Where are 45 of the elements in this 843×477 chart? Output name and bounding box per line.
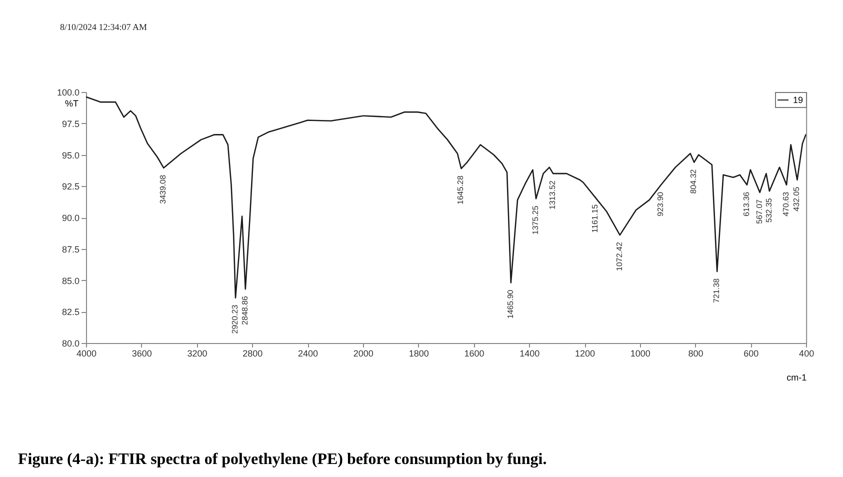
annotation: 532.35 xyxy=(764,197,773,222)
x-tick-label: 1400 xyxy=(519,348,540,358)
annotation: 804.32 xyxy=(688,168,698,194)
x-axis-title: cm-1 xyxy=(786,372,806,382)
annotation: 470.63 xyxy=(781,190,790,216)
y-tick-label: 90.0 xyxy=(61,212,79,222)
x-tick-label: 2800 xyxy=(242,348,262,358)
x-tick-label: 400 xyxy=(798,348,814,358)
annotation: 1465.90 xyxy=(505,288,514,318)
x-tick-label: 1600 xyxy=(464,348,484,358)
x-tick-label: 4000 xyxy=(76,348,96,358)
legend-label: 19 xyxy=(792,94,803,104)
y-tick-label: 97.5 xyxy=(61,118,79,128)
y-tick-label: 82.5 xyxy=(61,306,79,317)
y-tick-label: 85.0 xyxy=(61,275,79,286)
x-tick-label: 1800 xyxy=(408,348,428,358)
annotation: 432.05 xyxy=(792,186,801,211)
annotation: 613.36 xyxy=(741,190,750,216)
x-tick-label: 2400 xyxy=(298,348,318,358)
x-tick-label: 3200 xyxy=(186,348,207,358)
annotation: 3439.08 xyxy=(158,174,168,204)
x-tick-label: 800 xyxy=(688,348,703,358)
x-tick-label: 1000 xyxy=(630,348,650,358)
y-tick-label: 80.0 xyxy=(61,338,79,348)
annotation: 2920.23 xyxy=(230,304,240,334)
annotation: 567.07 xyxy=(754,198,764,224)
text: 8/10/2024 12:34:07 AM xyxy=(60,22,148,32)
annotation: 1645.28 xyxy=(456,174,465,204)
y-tick-label: 100.0 xyxy=(56,87,79,97)
text: Figure (4-a): FTIR spectra of polyethylene (PE) before consumption by fungi. xyxy=(18,451,547,469)
annotation: 2848.86 xyxy=(240,294,249,324)
annotation: 1375.25 xyxy=(530,204,540,234)
y-axis-title: %T xyxy=(64,98,78,108)
y-tick-label: 87.5 xyxy=(61,244,79,254)
x-tick-label: 600 xyxy=(743,348,758,358)
annotation: 1161.15 xyxy=(590,203,599,232)
y-tick-label: 92.5 xyxy=(61,181,79,192)
y-tick-label: 95.0 xyxy=(61,150,79,160)
x-tick-label: 2000 xyxy=(352,348,373,358)
annotation: 923.90 xyxy=(655,190,664,216)
x-tick-label: 3600 xyxy=(131,348,152,358)
annotation: 1313.52 xyxy=(548,180,557,209)
annotation: 1072.42 xyxy=(614,241,624,270)
x-tick-label: 1200 xyxy=(574,348,595,358)
annotation: 721.38 xyxy=(712,277,721,302)
